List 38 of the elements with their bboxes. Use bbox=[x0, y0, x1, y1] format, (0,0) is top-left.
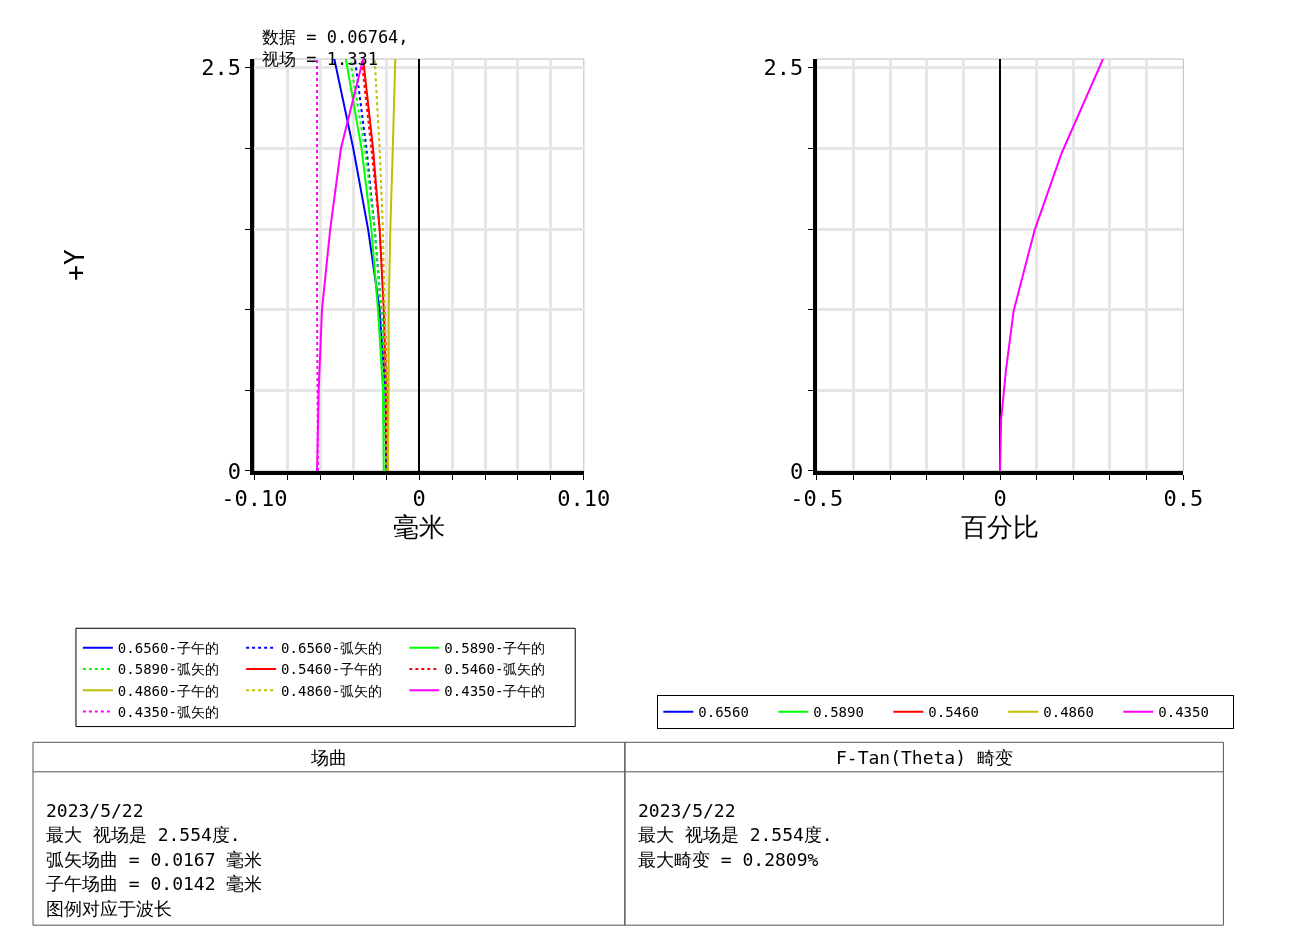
legend-label: 0.5460-子午的 bbox=[281, 661, 383, 678]
legend-label: 0.6560-子午的 bbox=[117, 640, 219, 657]
annotation: 视场 = 1.331 bbox=[262, 49, 378, 69]
text: 数据 = 0.06764, bbox=[262, 27, 409, 47]
legend-label: 0.5890 bbox=[813, 704, 864, 721]
x-tick-label: -0.5 bbox=[790, 486, 844, 512]
legend-label: 0.5460-弧矢的 bbox=[444, 661, 546, 678]
x-tick-label: 0.10 bbox=[557, 486, 611, 512]
text: F-Tan(Theta) 畸变 bbox=[836, 747, 1013, 768]
legend-label: 0.4860 bbox=[1043, 704, 1094, 721]
text: 2023/5/22 bbox=[46, 800, 144, 821]
text: 最大畸变 = 0.2809% bbox=[638, 849, 819, 870]
legend-label: 0.4860-弧矢的 bbox=[281, 682, 383, 699]
text: 最大 视场是 2.554度. bbox=[46, 824, 241, 845]
y-tick-label: 2.5 bbox=[201, 55, 242, 81]
text: 图例对应于波长 bbox=[46, 898, 172, 919]
y-axis-title: +Y bbox=[60, 249, 91, 281]
legend-label: 0.5890-弧矢的 bbox=[117, 661, 219, 678]
x-tick-label: -0.10 bbox=[221, 486, 288, 512]
x-tick-label: 0 bbox=[993, 486, 1007, 512]
legend-label: 0.4350 bbox=[1158, 704, 1209, 721]
legend-label: 0.4860-子午的 bbox=[117, 682, 219, 699]
text: 最大 视场是 2.554度. bbox=[638, 824, 833, 845]
legend-label: 0.5890-子午的 bbox=[444, 640, 546, 657]
legend-label: 0.4350-子午的 bbox=[444, 682, 546, 699]
text: 2023/5/22 bbox=[638, 800, 736, 821]
y-tick-label: 2.5 bbox=[763, 55, 804, 81]
text: 子午场曲 = 0.0142 毫米 bbox=[46, 873, 263, 894]
x-axis-title: 毫米 bbox=[393, 511, 446, 542]
x-axis-title: 百分比 bbox=[961, 511, 1040, 542]
legend-label: 0.6560-弧矢的 bbox=[281, 640, 383, 657]
text: 场曲 bbox=[310, 747, 347, 768]
legend-label: 0.4350-弧矢的 bbox=[117, 703, 219, 720]
legend-label: 0.6560 bbox=[698, 704, 749, 721]
x-tick-label: 0.5 bbox=[1163, 486, 1204, 512]
legend-label: 0.5460 bbox=[928, 704, 979, 721]
x-tick-label: 0 bbox=[412, 486, 426, 512]
text: 弧矢场曲 = 0.0167 毫米 bbox=[46, 849, 263, 870]
